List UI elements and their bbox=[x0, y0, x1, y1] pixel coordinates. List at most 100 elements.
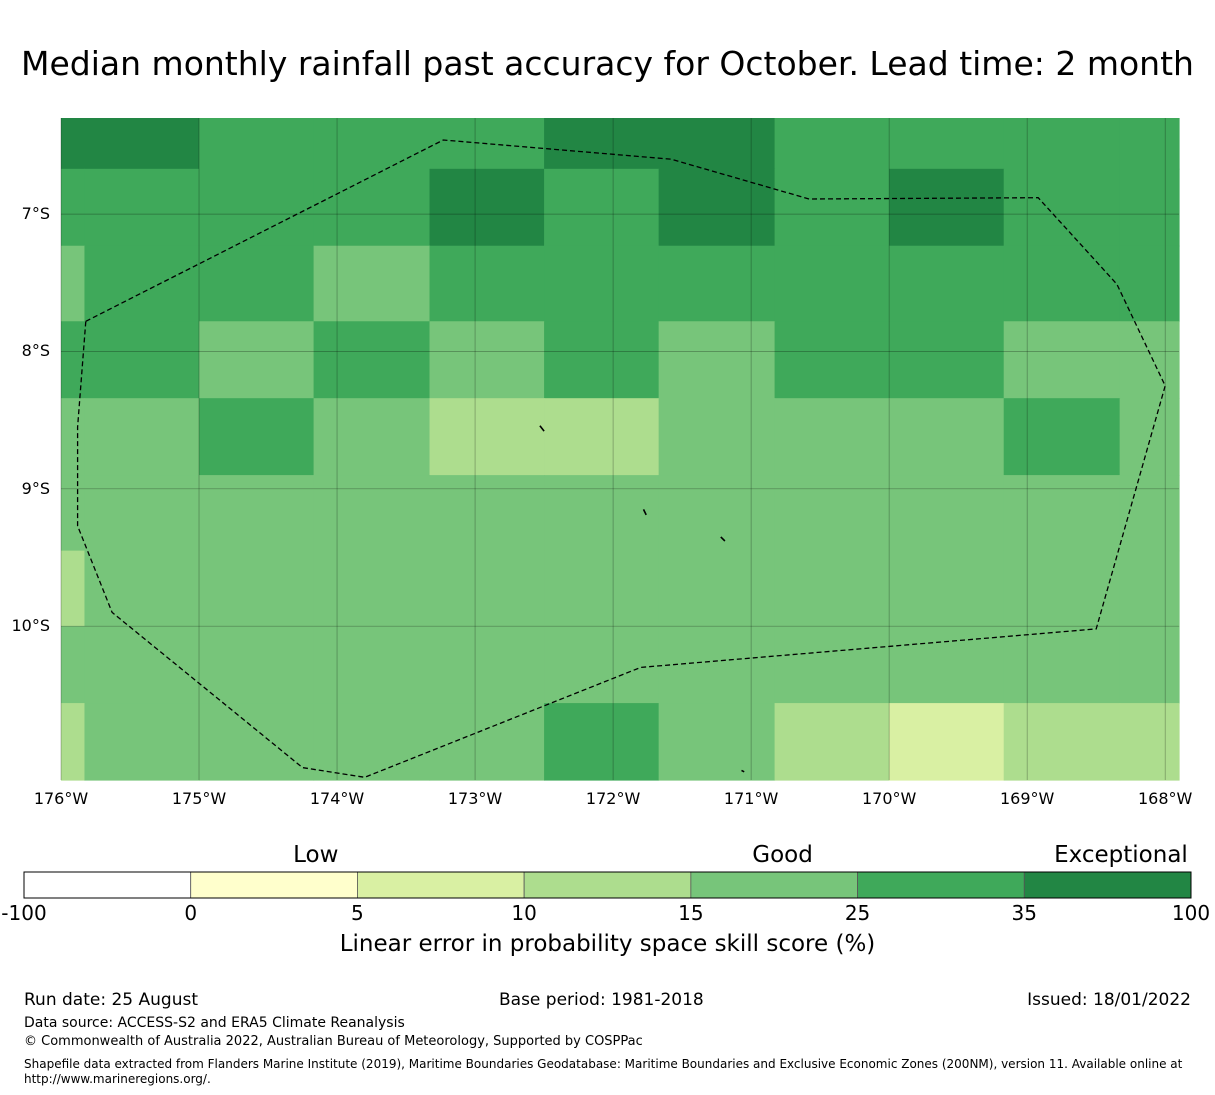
skill-cell bbox=[199, 245, 315, 322]
data-source: Data source: ACCESS-S2 and ERA5 Climate … bbox=[24, 1015, 405, 1031]
skill-cell bbox=[61, 118, 86, 170]
skill-cell bbox=[84, 168, 200, 247]
colorbar-category-label: Low bbox=[293, 842, 339, 868]
skill-cell bbox=[544, 321, 660, 399]
skill-cell bbox=[61, 550, 86, 627]
skill-cell bbox=[199, 703, 315, 781]
skill-cell bbox=[1003, 475, 1121, 552]
longitude-tick-label: 173°W bbox=[447, 789, 503, 808]
skill-cell bbox=[199, 321, 315, 399]
skill-cell bbox=[1119, 321, 1180, 399]
skill-cell bbox=[313, 703, 431, 781]
skill-cell bbox=[889, 321, 1005, 399]
island-outline bbox=[539, 425, 545, 432]
longitude-tick-label: 176°W bbox=[33, 789, 89, 808]
skill-cell bbox=[84, 321, 200, 399]
skill-cell bbox=[889, 398, 1005, 476]
skill-cell bbox=[1003, 398, 1121, 476]
skill-cell bbox=[313, 475, 431, 552]
shapefile-credit: Shapefile data extracted from Flanders M… bbox=[24, 1057, 1183, 1071]
skill-cell bbox=[544, 168, 660, 247]
colorbar-swatch bbox=[690, 871, 858, 899]
skill-cell bbox=[313, 626, 431, 704]
skill-cell bbox=[1003, 550, 1121, 627]
skill-cell bbox=[774, 398, 890, 476]
skill-cell bbox=[544, 550, 660, 627]
longitude-tick-label: 169°W bbox=[999, 789, 1055, 808]
skill-cell bbox=[889, 703, 1005, 781]
colorbar-tick-label: 25 bbox=[844, 901, 871, 925]
longitude-tick-label: 174°W bbox=[309, 789, 365, 808]
skill-cell bbox=[1003, 321, 1121, 399]
colorbar bbox=[23, 871, 1192, 899]
skill-cell bbox=[84, 626, 200, 704]
skill-cell bbox=[658, 168, 776, 247]
skill-cell bbox=[1119, 703, 1180, 781]
base-period: Base period: 1981-2018 bbox=[499, 990, 704, 1010]
skill-cell bbox=[199, 475, 315, 552]
skill-cell bbox=[774, 550, 890, 627]
longitude-tick-label: 171°W bbox=[723, 789, 779, 808]
skill-cell bbox=[199, 550, 315, 627]
skill-cell bbox=[889, 475, 1005, 552]
skill-cell bbox=[84, 398, 200, 476]
skill-cell bbox=[658, 398, 776, 476]
colorbar-tick-label: 35 bbox=[1011, 901, 1037, 925]
skill-cell bbox=[774, 118, 890, 170]
skill-cell bbox=[313, 398, 431, 476]
issued-date: Issued: 18/01/2022 bbox=[1027, 990, 1191, 1010]
skill-cell bbox=[61, 475, 86, 552]
skill-cell bbox=[1003, 245, 1121, 322]
skill-cell bbox=[1003, 168, 1121, 247]
skill-cell bbox=[544, 626, 660, 704]
skill-cell bbox=[61, 245, 86, 322]
latitude-tick-label: 9°S bbox=[21, 478, 50, 498]
shapefile-url: http://www.marineregions.org/. bbox=[24, 1072, 211, 1086]
skill-cell bbox=[544, 118, 660, 170]
skill-cell bbox=[1003, 703, 1121, 781]
skill-cell bbox=[1119, 118, 1180, 170]
skill-cell bbox=[1119, 245, 1180, 322]
skill-cell bbox=[429, 168, 545, 247]
longitude-tick-label: 170°W bbox=[861, 789, 917, 808]
colorbar-swatch bbox=[190, 871, 358, 899]
skill-cell bbox=[774, 321, 890, 399]
skill-cell bbox=[889, 550, 1005, 627]
skill-cell bbox=[889, 626, 1005, 704]
skill-cell bbox=[544, 398, 660, 476]
skill-cell bbox=[84, 475, 200, 552]
skill-cell bbox=[774, 626, 890, 704]
colorbar-category-label: Good bbox=[752, 842, 813, 868]
skill-cell bbox=[429, 321, 545, 399]
longitude-tick-label: 172°W bbox=[585, 789, 641, 808]
skill-cell bbox=[61, 703, 86, 781]
island-outline bbox=[642, 509, 647, 516]
island-outline bbox=[720, 536, 726, 542]
skill-cell bbox=[774, 245, 890, 322]
skill-cell bbox=[61, 168, 86, 247]
skill-cell bbox=[658, 703, 776, 781]
skill-cell bbox=[199, 168, 315, 247]
colorbar-tick-label: 15 bbox=[678, 901, 704, 925]
skill-cell bbox=[1003, 626, 1121, 704]
colorbar-frame bbox=[23, 871, 1192, 899]
colorbar-tick-label: 5 bbox=[351, 901, 364, 925]
skill-cell bbox=[658, 475, 776, 552]
latitude-tick-label: 10°S bbox=[11, 616, 50, 636]
skill-cell bbox=[544, 703, 660, 781]
colorbar-swatch bbox=[1023, 871, 1192, 899]
skill-cell bbox=[429, 550, 545, 627]
skill-cell bbox=[1119, 550, 1180, 627]
skill-cell bbox=[429, 398, 545, 476]
longitude-tick-label: 168°W bbox=[1138, 789, 1193, 808]
skill-cell bbox=[429, 703, 545, 781]
skill-cell bbox=[429, 626, 545, 704]
skill-grid-cells bbox=[61, 118, 1180, 781]
colorbar-tick-label: -100 bbox=[1, 901, 47, 925]
colorbar-tick-label: 100 bbox=[1171, 901, 1211, 925]
run-date: Run date: 25 August bbox=[24, 990, 198, 1010]
colorbar-swatch bbox=[357, 871, 525, 899]
copyright: © Commonwealth of Australia 2022, Austra… bbox=[24, 1034, 643, 1049]
latitude-tick-label: 8°S bbox=[21, 341, 50, 361]
colorbar-tick-label: 0 bbox=[184, 901, 198, 925]
